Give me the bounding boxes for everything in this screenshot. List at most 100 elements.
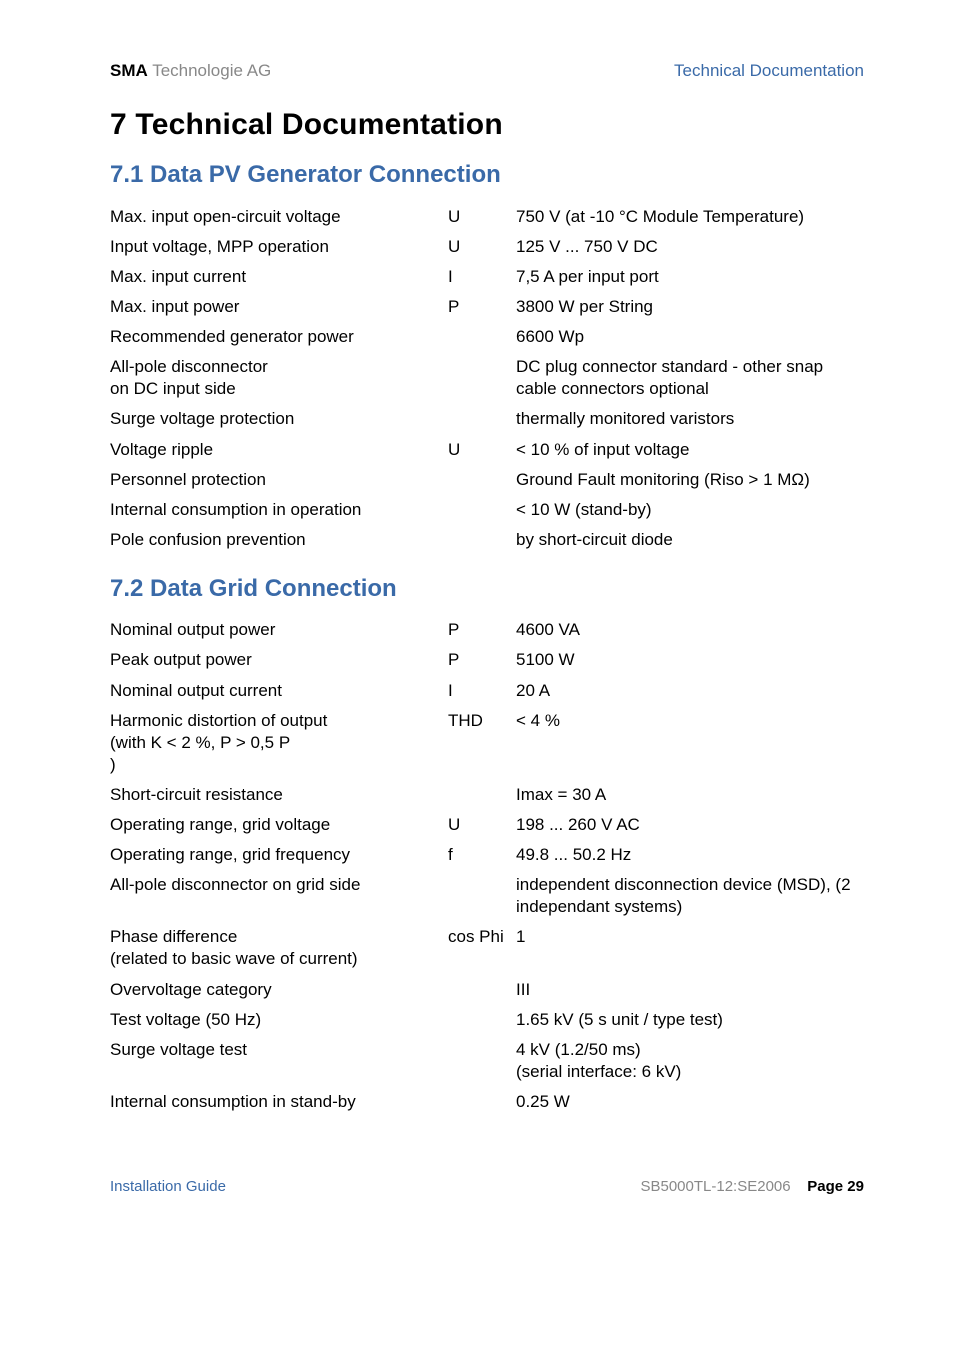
page-header: SMA Technologie AG Technical Documentati… — [110, 60, 864, 83]
footer-right: SB5000TL-12:SE2006 Page 29 — [640, 1177, 864, 1197]
spec-label: Max. input open-circuit voltage — [110, 202, 448, 232]
page-footer: Installation Guide SB5000TL-12:SE2006 Pa… — [110, 1177, 864, 1197]
spec-label: Nominal output power — [110, 615, 448, 645]
table-row: Input voltage, MPP operationU125 V ... 7… — [110, 232, 864, 262]
spec-symbol — [448, 1087, 516, 1117]
spec-label: Personnel protection — [110, 465, 448, 495]
brand: SMA Technologie AG — [110, 60, 271, 83]
spec-symbol: U — [448, 232, 516, 262]
doc-section-name: Technical Documentation — [674, 60, 864, 83]
table-row: Test voltage (50 Hz) 1.65 kV (5 s unit / … — [110, 1005, 864, 1035]
spec-symbol: U — [448, 202, 516, 232]
spec-symbol — [448, 780, 516, 810]
table-row: Personnel protection Ground Fault monitor… — [110, 465, 864, 495]
spec-table-1: Max. input open-circuit voltageU750 V (a… — [110, 202, 864, 555]
table-row: Phase difference (related to basic wave … — [110, 922, 864, 974]
table-row: Voltage rippleU< 10 % of input voltage — [110, 435, 864, 465]
table-row: Peak output powerP5100 W — [110, 645, 864, 675]
chapter-title: 7 Technical Documentation — [110, 105, 864, 146]
spec-label: Internal consumption in operation — [110, 495, 448, 525]
spec-label: Short-circuit resistance — [110, 780, 448, 810]
spec-label: Operating range, grid voltage — [110, 810, 448, 840]
spec-value: 49.8 ... 50.2 Hz — [516, 840, 864, 870]
footer-left: Installation Guide — [110, 1177, 226, 1197]
spec-value: III — [516, 975, 864, 1005]
spec-symbol — [448, 975, 516, 1005]
spec-symbol — [448, 525, 516, 555]
spec-label: Recommended generator power — [110, 322, 448, 352]
spec-value: 5100 W — [516, 645, 864, 675]
spec-symbol — [448, 352, 516, 404]
spec-symbol — [448, 322, 516, 352]
table-row: All-pole disconnector on grid sideindepe… — [110, 870, 864, 922]
table-row: Pole confusion preventionby short-circui… — [110, 525, 864, 555]
spec-symbol: P — [448, 615, 516, 645]
spec-value: 20 A — [516, 676, 864, 706]
table-row: Operating range, grid frequencyf49.8 ...… — [110, 840, 864, 870]
spec-value: < 10 % of input voltage — [516, 435, 864, 465]
spec-label: Max. input power — [110, 292, 448, 322]
footer-page: Page 29 — [807, 1178, 864, 1195]
spec-table-2: Nominal output powerP4600 VAPeak output … — [110, 615, 864, 1117]
spec-label: Phase difference (related to basic wave … — [110, 922, 448, 974]
table-row: Surge voltage protection thermally monito… — [110, 404, 864, 434]
table-row: Internal consumption in operation < 10 W … — [110, 495, 864, 525]
spec-symbol: cos Phi — [448, 922, 516, 974]
spec-symbol: P — [448, 292, 516, 322]
spec-value: 1 — [516, 922, 864, 974]
spec-label: Operating range, grid frequency — [110, 840, 448, 870]
spec-label: Peak output power — [110, 645, 448, 675]
section-title-2: 7.2 Data Grid Connection — [110, 573, 864, 605]
table-row: Max. input currentI7,5 A per input port — [110, 262, 864, 292]
footer-doc-ref: SB5000TL-12:SE2006 — [640, 1178, 790, 1195]
spec-value: independent disconnection device (MSD), … — [516, 870, 864, 922]
spec-label: Voltage ripple — [110, 435, 448, 465]
spec-label: Overvoltage category — [110, 975, 448, 1005]
spec-symbol: U — [448, 435, 516, 465]
spec-symbol: THD — [448, 706, 516, 780]
table-row: Short-circuit resistance Imax = 30 A — [110, 780, 864, 810]
spec-label: Harmonic distortion of output (with K < … — [110, 706, 448, 780]
spec-value: 125 V ... 750 V DC — [516, 232, 864, 262]
spec-value: 0.25 W — [516, 1087, 864, 1117]
table-row: Max. input powerP3800 W per String — [110, 292, 864, 322]
spec-symbol — [448, 495, 516, 525]
spec-symbol — [448, 1035, 516, 1087]
table-row: Harmonic distortion of output (with K < … — [110, 706, 864, 780]
spec-label: Surge voltage test — [110, 1035, 448, 1087]
table-row: Nominal output currentI20 A — [110, 676, 864, 706]
spec-symbol: P — [448, 645, 516, 675]
spec-label: Input voltage, MPP operation — [110, 232, 448, 262]
table-row: Nominal output powerP4600 VA — [110, 615, 864, 645]
spec-table-1-body: Max. input open-circuit voltageU750 V (a… — [110, 202, 864, 555]
spec-value: Imax = 30 A — [516, 780, 864, 810]
table-row: Max. input open-circuit voltageU750 V (a… — [110, 202, 864, 232]
spec-label: Nominal output current — [110, 676, 448, 706]
spec-symbol: I — [448, 262, 516, 292]
spec-label: All-pole disconnector on DC input side — [110, 352, 448, 404]
brand-bold: SMA — [110, 61, 148, 80]
spec-symbol: U — [448, 810, 516, 840]
table-row: Recommended generator power 6600 Wp — [110, 322, 864, 352]
spec-value: < 10 W (stand-by) — [516, 495, 864, 525]
table-row: All-pole disconnector on DC input side DC… — [110, 352, 864, 404]
spec-value: 198 ... 260 V AC — [516, 810, 864, 840]
spec-symbol — [448, 1005, 516, 1035]
spec-value: by short-circuit diode — [516, 525, 864, 555]
spec-value: 750 V (at -10 °C Module Temperature) — [516, 202, 864, 232]
table-row: Operating range, grid voltageU198 ... 26… — [110, 810, 864, 840]
spec-value: thermally monitored varistors — [516, 404, 864, 434]
spec-symbol — [448, 870, 516, 922]
table-row: Surge voltage test4 kV (1.2/50 ms) (seri… — [110, 1035, 864, 1087]
spec-value: 3800 W per String — [516, 292, 864, 322]
spec-value: 7,5 A per input port — [516, 262, 864, 292]
spec-value: DC plug connector standard - other snap … — [516, 352, 864, 404]
spec-value: 1.65 kV (5 s unit / type test) — [516, 1005, 864, 1035]
spec-label: Internal consumption in stand-by — [110, 1087, 448, 1117]
spec-label: Surge voltage protection — [110, 404, 448, 434]
spec-label: Test voltage (50 Hz) — [110, 1005, 448, 1035]
spec-value: 6600 Wp — [516, 322, 864, 352]
spec-label: Max. input current — [110, 262, 448, 292]
spec-symbol: f — [448, 840, 516, 870]
spec-value: Ground Fault monitoring (Riso > 1 MΩ) — [516, 465, 864, 495]
